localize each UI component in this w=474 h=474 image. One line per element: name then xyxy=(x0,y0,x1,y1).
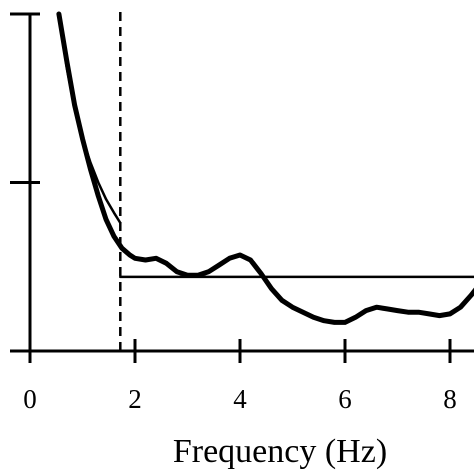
x-tick-label-3: 6 xyxy=(338,384,352,414)
x-tick-label-2: 4 xyxy=(233,384,247,414)
series-line-0 xyxy=(56,11,474,325)
x-tick-label-1: 2 xyxy=(128,384,142,414)
series-group xyxy=(56,11,474,325)
series-line-1 xyxy=(57,12,122,225)
x-tick-labels: 0 2 4 6 8 xyxy=(23,384,457,414)
y-ticks xyxy=(10,12,40,353)
x-tick-label-4: 8 xyxy=(443,384,457,414)
x-axis-title: Frequency (Hz) xyxy=(173,433,387,470)
x-ticks xyxy=(28,339,452,363)
x-tick-label-0: 0 xyxy=(23,384,37,414)
